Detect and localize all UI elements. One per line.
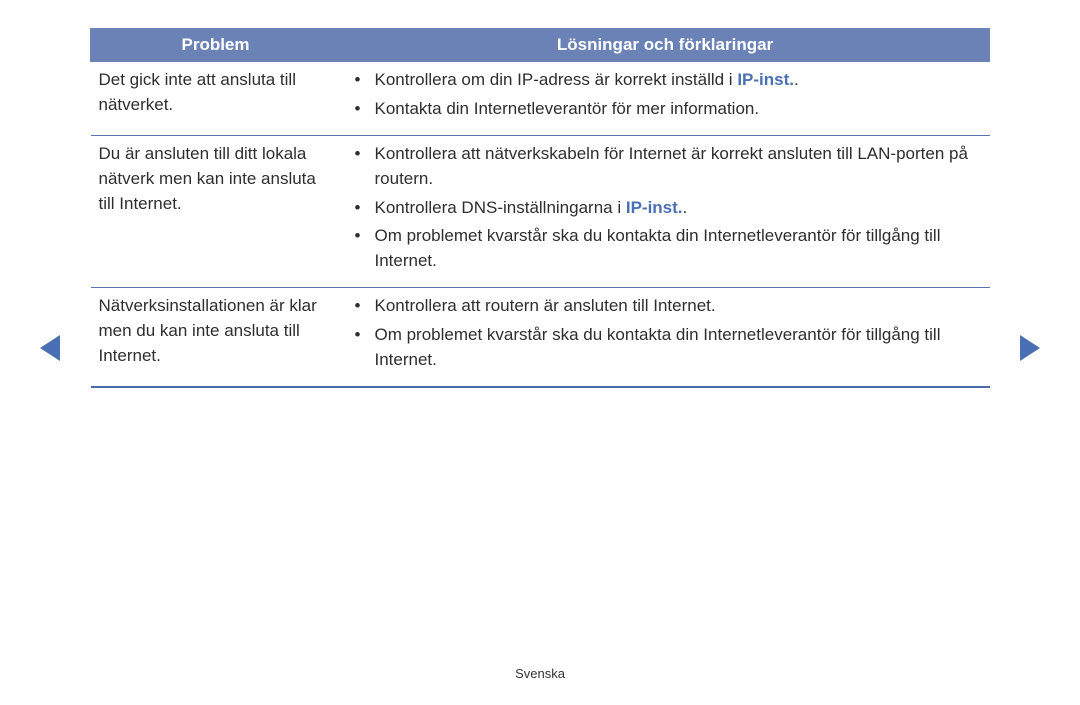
troubleshoot-table: Problem Lösningar och förklaringar Det g… <box>90 28 990 388</box>
problem-cell: Det gick inte att ansluta till nätverket… <box>91 62 341 136</box>
solution-item: Kontrollera att nätverkskabeln för Inter… <box>349 142 984 191</box>
solution-item: Kontrollera att routern är ansluten till… <box>349 294 984 319</box>
solution-text: Kontrollera DNS-inställningarna i <box>375 198 626 217</box>
solution-item: Om problemet kvarstår ska du kontakta di… <box>349 224 984 273</box>
solution-cell: Kontrollera att routern är ansluten till… <box>341 288 990 387</box>
solution-item: Kontrollera DNS-inställningarna i IP-ins… <box>349 196 984 221</box>
solution-text: Om problemet kvarstår ska du kontakta di… <box>375 325 941 369</box>
solution-text: Kontrollera att nätverkskabeln för Inter… <box>375 144 968 188</box>
page-content: Problem Lösningar och förklaringar Det g… <box>0 0 1080 388</box>
solution-item: Kontakta din Internetleverantör för mer … <box>349 97 984 122</box>
problem-cell: Du är ansluten till ditt lokala nätverk … <box>91 136 341 288</box>
solution-text-post: . <box>683 198 688 217</box>
solution-text: Om problemet kvarstår ska du kontakta di… <box>375 226 941 270</box>
solution-cell: Kontrollera om din IP-adress är korrekt … <box>341 62 990 136</box>
solution-text: Kontrollera att routern är ansluten till… <box>375 296 716 315</box>
solution-cell: Kontrollera att nätverkskabeln för Inter… <box>341 136 990 288</box>
solution-item: Om problemet kvarstår ska du kontakta di… <box>349 323 984 372</box>
col-header-solutions: Lösningar och förklaringar <box>341 29 990 62</box>
page-footer: Svenska <box>0 666 1080 681</box>
col-header-problem: Problem <box>91 29 341 62</box>
solution-text-post: . <box>794 70 799 89</box>
table-row: Det gick inte att ansluta till nätverket… <box>91 62 990 136</box>
problem-cell: Nätverksinstallationen är klar men du ka… <box>91 288 341 387</box>
solution-item: Kontrollera om din IP-adress är korrekt … <box>349 68 984 93</box>
solution-text: Kontrollera om din IP-adress är korrekt … <box>375 70 738 89</box>
solution-text: Kontakta din Internetleverantör för mer … <box>375 99 760 118</box>
table-row: Du är ansluten till ditt lokala nätverk … <box>91 136 990 288</box>
nav-next-icon[interactable] <box>1020 335 1040 361</box>
table-row: Nätverksinstallationen är klar men du ka… <box>91 288 990 387</box>
inline-link[interactable]: IP-inst. <box>737 70 794 89</box>
inline-link[interactable]: IP-inst. <box>626 198 683 217</box>
nav-prev-icon[interactable] <box>40 335 60 361</box>
